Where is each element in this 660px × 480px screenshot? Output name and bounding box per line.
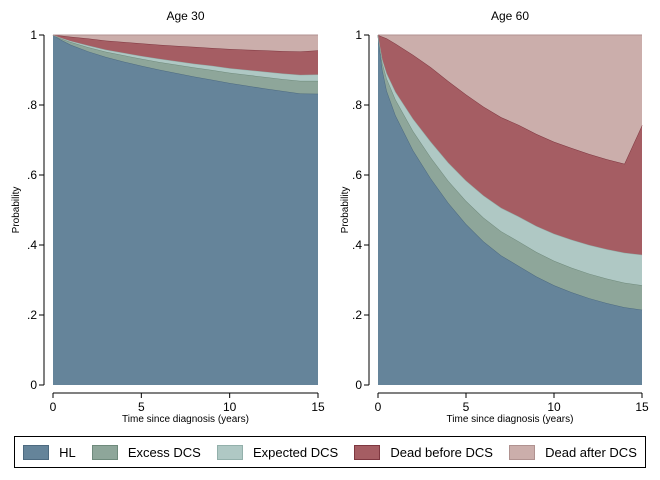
legend-swatch-hl xyxy=(23,444,50,460)
y-tick-label: .2 xyxy=(27,308,37,322)
x-tick-label: 15 xyxy=(635,400,649,414)
y-axis-label: Probability xyxy=(340,187,351,234)
x-tick-label: 10 xyxy=(223,400,237,414)
legend-label-excess-dcs: Excess DCS xyxy=(127,444,201,460)
legend-item-excess-dcs: Excess DCS xyxy=(91,444,201,460)
area-dead-after-dcs xyxy=(378,35,642,164)
x-axis-label: Time since diagnosis (years) xyxy=(122,414,249,425)
y-tick-label: .6 xyxy=(27,168,37,182)
area-dead-before-dcs xyxy=(53,35,318,75)
chart-title: Age 60 xyxy=(491,9,529,23)
x-tick-label: 15 xyxy=(311,400,325,414)
area-excess-dcs xyxy=(378,35,642,310)
y-tick-label: .8 xyxy=(352,98,362,112)
area-expected-dcs xyxy=(53,35,318,81)
x-axis-label: Time since diagnosis (years) xyxy=(447,414,574,425)
legend-item-dead-before-dcs: Dead before DCS xyxy=(354,444,493,460)
legend-label-hl: HL xyxy=(59,444,76,460)
area-dead-after-dcs xyxy=(53,35,318,52)
legend-item-dead-after-dcs: Dead after DCS xyxy=(509,444,637,460)
legend-label-dead-after-dcs: Dead after DCS xyxy=(545,444,637,460)
legend-swatch-dead-before-dcs xyxy=(354,444,381,460)
area-hl xyxy=(378,35,642,385)
chart-title: Age 30 xyxy=(166,9,204,23)
area-hl xyxy=(53,35,318,385)
x-tick-label: 10 xyxy=(547,400,561,414)
x-tick-label: 5 xyxy=(463,400,470,414)
legend-label-expected-dcs: Expected DCS xyxy=(252,444,339,460)
legend-label-dead-before-dcs: Dead before DCS xyxy=(390,444,493,460)
y-tick-label: .4 xyxy=(352,238,362,252)
y-axis-label: Probability xyxy=(11,187,22,234)
legend-swatch-excess-dcs xyxy=(91,444,118,460)
y-tick-label: .6 xyxy=(352,168,362,182)
y-tick-label: .2 xyxy=(352,308,362,322)
area-excess-dcs xyxy=(53,35,318,94)
x-tick-label: 0 xyxy=(375,400,382,414)
x-tick-label: 5 xyxy=(138,400,145,414)
legend: HL Excess DCS Expected DCS Dead before D… xyxy=(14,436,646,468)
y-tick-label: .8 xyxy=(27,98,37,112)
legend-item-expected-dcs: Expected DCS xyxy=(216,444,339,460)
area-dead-before-dcs xyxy=(378,35,642,255)
legend-swatch-dead-after-dcs xyxy=(509,444,536,460)
legend-item-hl: HL xyxy=(23,444,76,460)
legend-swatch-expected-dcs xyxy=(216,444,243,460)
area-expected-dcs xyxy=(378,35,642,286)
x-tick-label: 0 xyxy=(50,400,57,414)
y-tick-label: .4 xyxy=(27,238,37,252)
y-tick-label: 1 xyxy=(355,28,362,42)
y-tick-label: 1 xyxy=(30,28,37,42)
y-tick-label: 0 xyxy=(30,378,37,392)
y-tick-label: 0 xyxy=(355,378,362,392)
